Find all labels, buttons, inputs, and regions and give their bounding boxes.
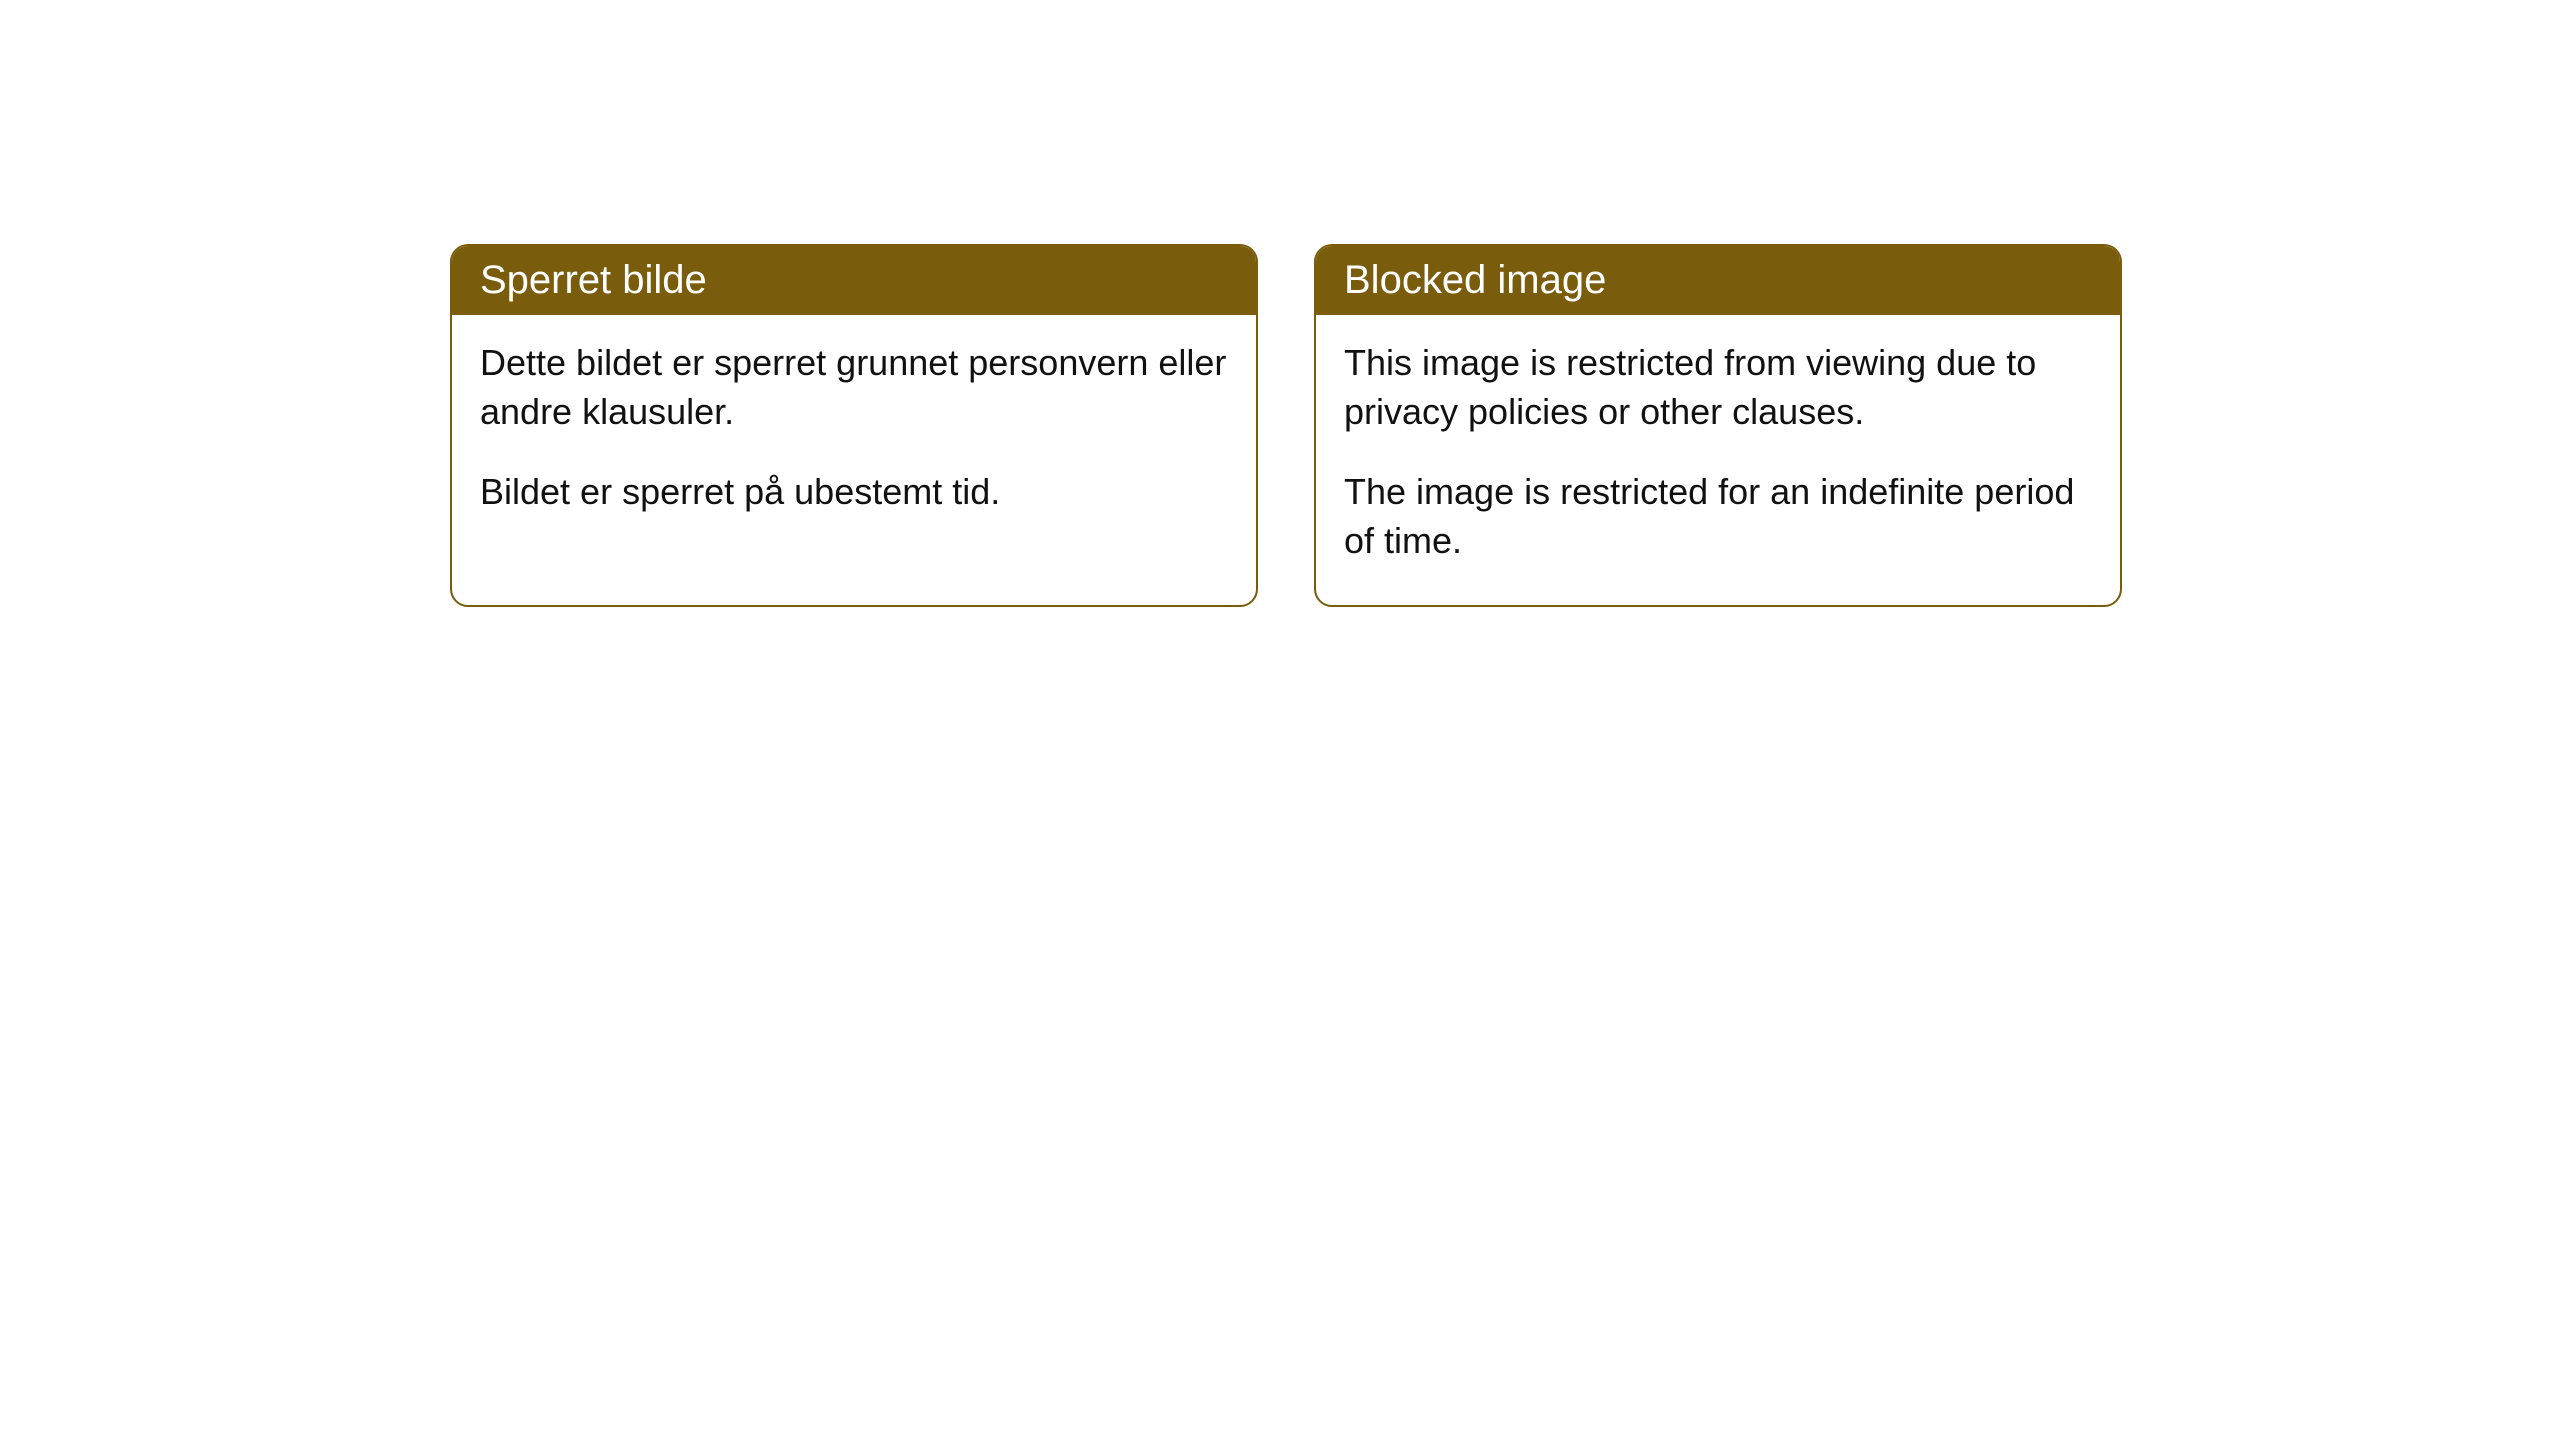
- card-title: Sperret bilde: [480, 258, 707, 302]
- card-paragraph: Dette bildet er sperret grunnet personve…: [480, 339, 1228, 436]
- card-header: Sperret bilde: [452, 246, 1256, 315]
- card-paragraph: The image is restricted for an indefinit…: [1344, 468, 2092, 565]
- notice-cards-container: Sperret bilde Dette bildet er sperret gr…: [450, 244, 2122, 607]
- card-paragraph: Bildet er sperret på ubestemt tid.: [480, 468, 1228, 517]
- notice-card-norwegian: Sperret bilde Dette bildet er sperret gr…: [450, 244, 1258, 607]
- card-title: Blocked image: [1344, 258, 1606, 302]
- card-body: This image is restricted from viewing du…: [1316, 315, 2120, 605]
- card-header: Blocked image: [1316, 246, 2120, 315]
- card-paragraph: This image is restricted from viewing du…: [1344, 339, 2092, 436]
- notice-card-english: Blocked image This image is restricted f…: [1314, 244, 2122, 607]
- card-body: Dette bildet er sperret grunnet personve…: [452, 315, 1256, 557]
